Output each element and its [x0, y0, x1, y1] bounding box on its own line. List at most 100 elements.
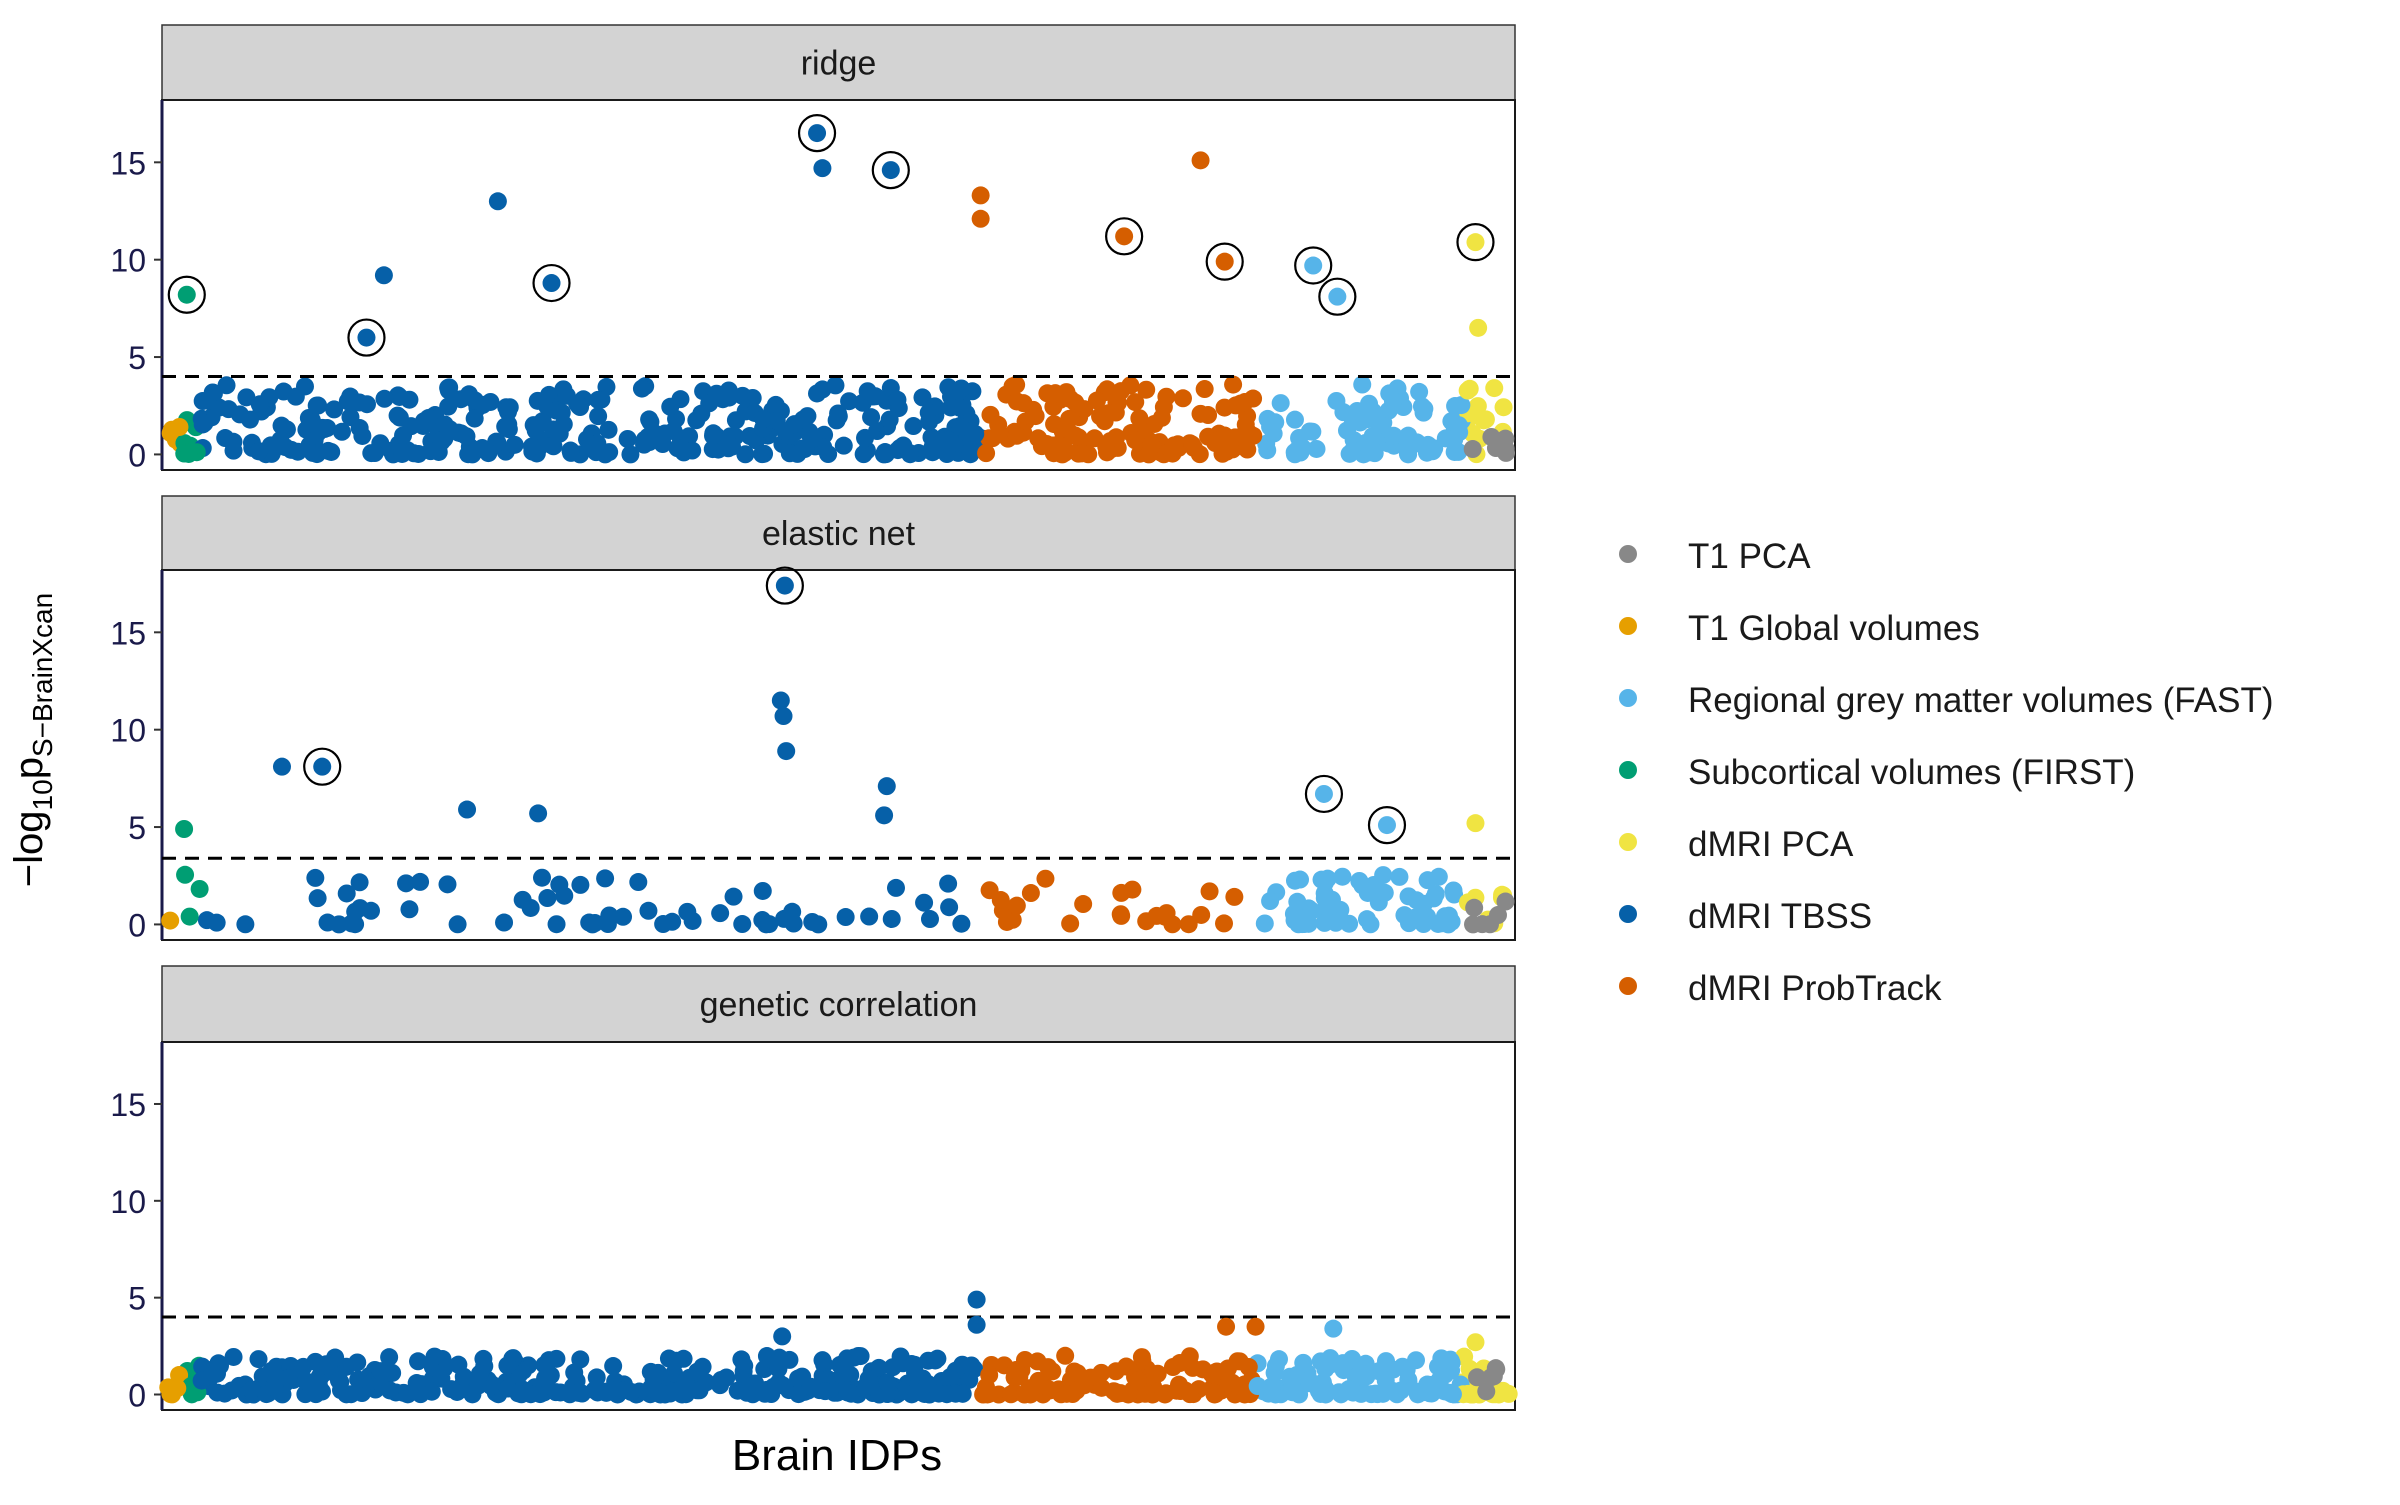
data-point: [704, 426, 723, 445]
legend-key: [1619, 977, 1637, 995]
data-point: [1007, 426, 1026, 445]
data-point: [1465, 898, 1484, 917]
data-point: [736, 445, 755, 464]
data-point: [862, 408, 881, 427]
data-point: [990, 423, 1009, 442]
data-point: [1136, 1384, 1155, 1403]
data-point: [1007, 1361, 1026, 1380]
data-point: [1087, 391, 1106, 410]
data-point: [319, 1357, 338, 1376]
data-point: [920, 910, 939, 929]
data-point: [632, 379, 651, 398]
notable-point: [272, 757, 291, 776]
data-point: [639, 901, 658, 920]
data-point: [308, 889, 327, 908]
data-point: [621, 445, 640, 464]
data-point: [767, 411, 786, 430]
data-point: [1156, 907, 1175, 926]
data-point: [840, 392, 859, 411]
data-point: [414, 412, 433, 431]
y-tick-label: 10: [110, 713, 146, 749]
data-point: [353, 426, 372, 445]
data-point: [1183, 435, 1202, 454]
data-point: [1173, 389, 1192, 408]
data-point: [192, 1371, 211, 1390]
data-point: [1340, 444, 1359, 463]
legend-label: dMRI TBSS: [1688, 897, 1872, 936]
data-point: [876, 443, 895, 462]
notable-point: [777, 742, 796, 761]
data-point: [348, 1353, 367, 1372]
data-point: [1036, 869, 1055, 888]
data-point: [653, 435, 672, 454]
data-point: [1446, 397, 1465, 416]
data-point: [332, 422, 351, 441]
data-point: [1429, 867, 1448, 886]
data-point: [581, 436, 600, 455]
data-point: [639, 427, 658, 446]
data-point: [203, 383, 222, 402]
data-point: [318, 913, 337, 932]
highlighted-point: [542, 274, 561, 293]
data-point: [854, 445, 873, 464]
notable-point: [774, 707, 793, 726]
data-point: [780, 444, 799, 463]
data-point: [547, 915, 566, 934]
data-point: [465, 409, 484, 428]
data-point: [1107, 428, 1126, 447]
data-point: [521, 898, 540, 917]
notable-point: [529, 804, 548, 823]
highlighted-point: [1314, 784, 1333, 803]
data-point: [1326, 913, 1345, 932]
plot-area: [161, 1041, 1516, 1411]
data-point: [538, 889, 557, 908]
data-point: [1021, 1385, 1040, 1404]
data-point: [1333, 867, 1352, 886]
data-point: [654, 915, 673, 934]
data-point: [1265, 1363, 1284, 1382]
data-point: [1444, 881, 1463, 900]
data-point: [438, 875, 457, 894]
data-point: [1224, 375, 1243, 394]
data-point: [375, 389, 394, 408]
notable-point: [875, 806, 894, 825]
data-point: [571, 875, 590, 894]
data-point: [913, 388, 932, 407]
data-point: [463, 1385, 482, 1404]
data-point: [629, 873, 648, 892]
data-point: [195, 414, 214, 433]
y-tick-label: 10: [110, 1184, 146, 1220]
data-point: [1165, 436, 1184, 455]
highlighted-point: [1115, 227, 1134, 246]
data-point: [432, 431, 451, 450]
data-point: [571, 1350, 590, 1369]
legend-label: Regional grey matter volumes (FAST): [1688, 681, 2273, 720]
data-point: [1129, 1371, 1148, 1390]
data-point: [303, 443, 322, 462]
data-point: [836, 908, 855, 927]
data-point: [1266, 413, 1285, 432]
data-point: [724, 887, 743, 906]
data-point: [925, 439, 944, 458]
data-point: [1145, 414, 1164, 433]
data-point: [170, 1366, 189, 1385]
data-point: [500, 398, 519, 417]
notable-point: [967, 1315, 986, 1334]
data-point: [842, 1384, 861, 1403]
data-point: [236, 915, 255, 934]
data-point: [618, 429, 637, 448]
data-point: [481, 392, 500, 411]
data-point: [1459, 1384, 1478, 1403]
data-point: [585, 1381, 604, 1400]
data-point: [237, 388, 256, 407]
data-point: [1363, 427, 1382, 446]
data-point: [678, 902, 697, 921]
legend-key: [1619, 905, 1637, 923]
data-point: [829, 407, 848, 426]
data-point: [1075, 400, 1094, 419]
data-point: [249, 442, 268, 461]
data-point: [1148, 1364, 1167, 1383]
data-point: [1126, 393, 1145, 412]
